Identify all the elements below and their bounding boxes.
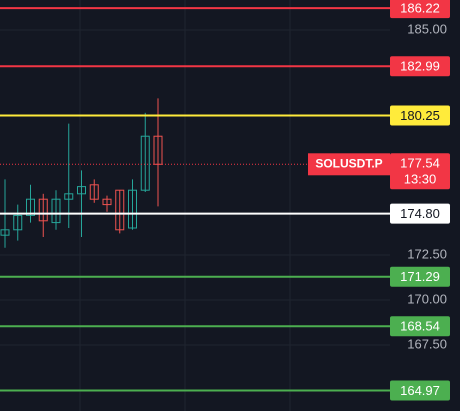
candle-body	[64, 193, 74, 200]
level-label: 180.25	[400, 108, 440, 123]
candle-body	[51, 198, 61, 224]
candle-body	[26, 198, 35, 216]
symbol-label: SOLUSDT.P	[315, 156, 382, 170]
y-tick-label: 185.00	[407, 21, 447, 36]
level-label: 168.54	[400, 319, 440, 334]
level-label: 182.99	[400, 59, 440, 74]
candle-body	[153, 135, 163, 165]
candle-body	[102, 198, 112, 206]
countdown-label: 13:30	[404, 172, 437, 187]
candle-body	[38, 198, 48, 222]
candle-body	[0, 229, 10, 236]
last-price-label: 177.54	[400, 156, 440, 171]
candle-body	[128, 189, 137, 229]
level-label: 164.97	[400, 383, 440, 398]
candle-body	[140, 135, 150, 191]
candle-body	[13, 214, 23, 231]
y-tick-label: 170.00	[407, 291, 447, 306]
y-tick-label: 172.50	[407, 246, 447, 261]
level-label-box	[390, 266, 450, 287]
level-label: 186.22	[400, 1, 440, 16]
y-tick-label: 167.50	[407, 336, 447, 351]
level-label: 174.80	[400, 206, 440, 221]
last-price-box	[390, 153, 450, 190]
candle-body	[89, 184, 99, 200]
level-label: 171.29	[400, 269, 440, 284]
candle-body	[115, 189, 125, 231]
level-label-box	[390, 56, 450, 77]
level-label-box	[390, 203, 450, 224]
level-label-box	[390, 380, 450, 401]
symbol-box	[308, 153, 390, 176]
level-label-box	[390, 0, 450, 19]
level-label-box	[390, 316, 450, 337]
candle-body	[77, 186, 86, 195]
level-label-box	[390, 105, 450, 126]
